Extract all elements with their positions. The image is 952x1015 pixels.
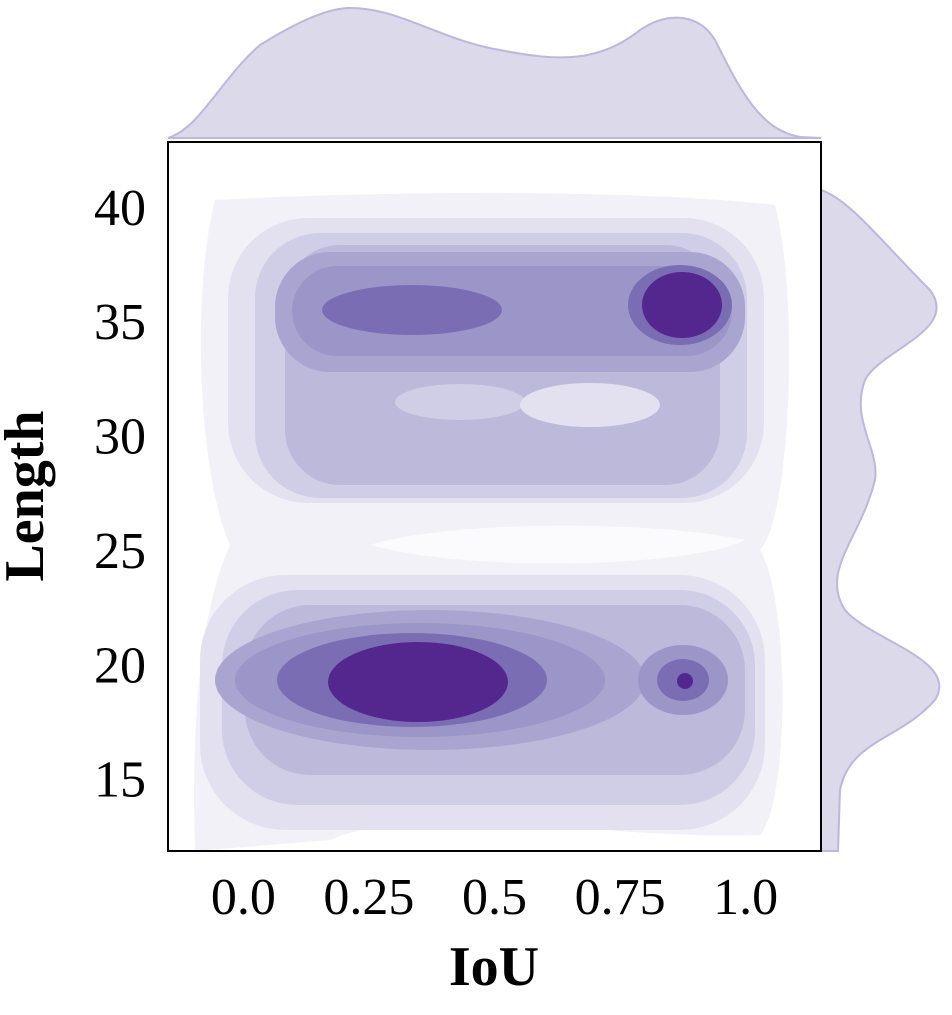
y-tick-label: 25 [94,523,146,580]
y-tick-label: 20 [94,637,146,694]
y-tick-label: 35 [94,294,146,351]
x-tick-label: 0.75 [575,869,666,926]
x-tick-label: 0.5 [462,869,527,926]
x-tick-label: 0.25 [323,869,414,926]
y-tick-label: 40 [94,180,146,237]
density-contours [194,193,790,851]
top-marginal [167,6,822,139]
axes-frame [167,141,822,852]
x-tick-label: 0.0 [211,869,276,926]
right-marginal [820,188,941,852]
y-tick-label: 15 [94,752,146,809]
x-tick-label: 1.0 [713,869,778,926]
x-axis-label: IoU [449,936,539,998]
y-axis-label: Length [0,410,56,581]
y-tick-label: 30 [94,409,146,466]
